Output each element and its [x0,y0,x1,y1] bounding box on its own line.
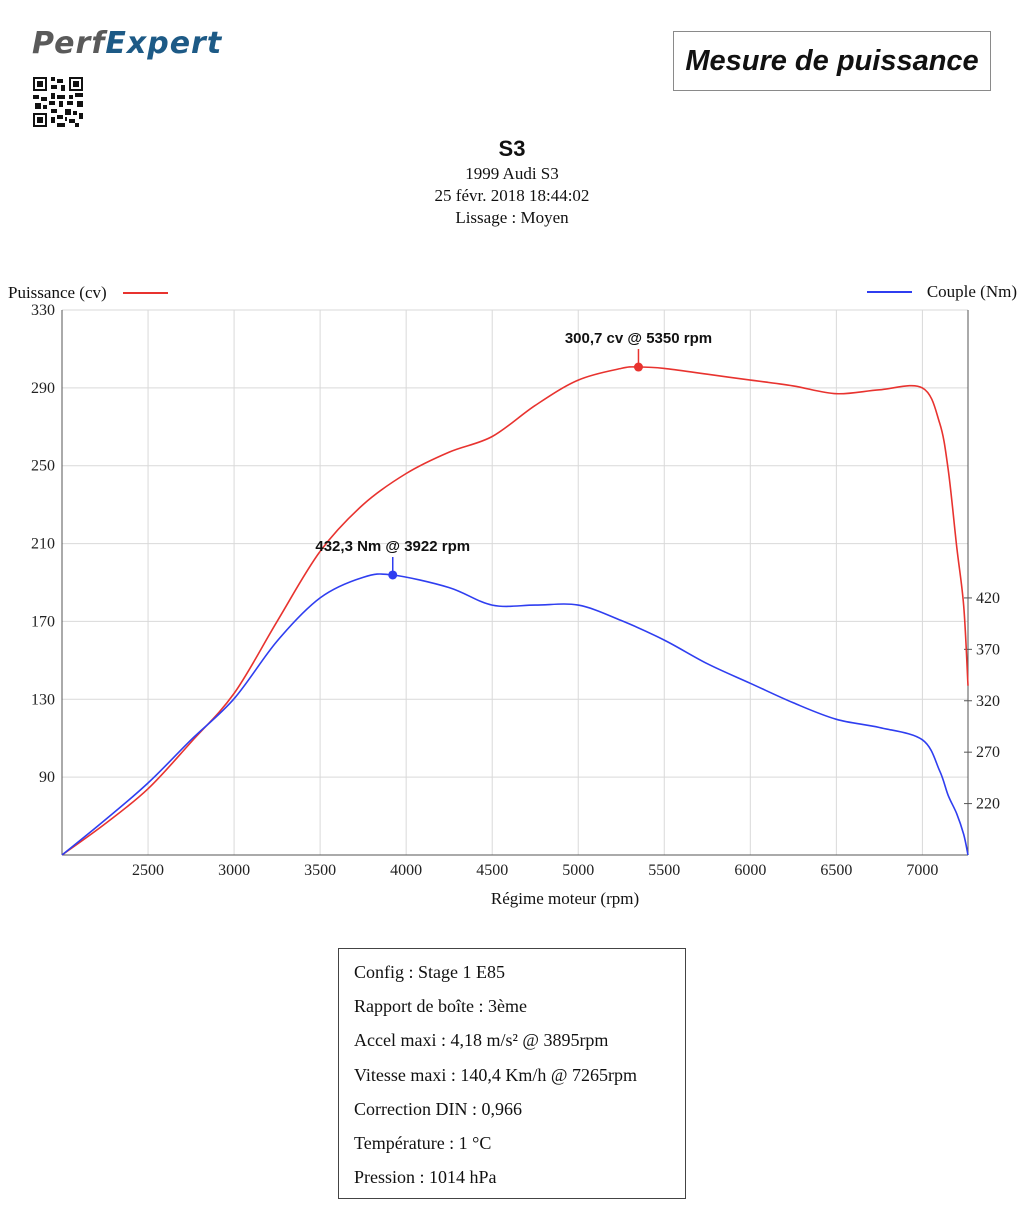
x-tick-label: 6500 [820,862,852,879]
qr-code-icon [33,77,83,127]
x-tick-label: 6000 [734,862,766,879]
vehicle-name: S3 [498,136,526,161]
run-info-box: Config : Stage 1 E85 Rapport de boîte : … [338,948,686,1199]
y-left-tick-label: 130 [31,691,55,708]
info-pressure: Pression : 1014 hPa [354,1167,497,1188]
report-title: Mesure de puissance [673,31,991,91]
y-left-tick-label: 250 [31,458,55,475]
y-left-tick-label: 330 [31,302,55,319]
logo-perf-text: Perf [32,26,106,61]
x-tick-label: 4500 [476,862,508,879]
info-correction: Correction DIN : 0,966 [354,1098,522,1119]
y-left-tick-label: 210 [31,536,55,553]
info-gear: Rapport de boîte : 3ème [354,996,527,1017]
y-left-tick-label: 90 [39,769,55,786]
vehicle-model: 1999 Audi S3 [465,164,559,183]
x-tick-label: 5500 [648,862,680,879]
legend-torque-label: Couple (Nm) [927,282,1017,301]
legend-power-label: Puissance (cv) [8,283,107,302]
x-tick-label: 5000 [562,862,594,879]
measurement-date: 25 févr. 2018 18:44:02 [434,186,590,205]
x-tick-label: 3000 [218,862,250,879]
y-right-tick-label: 220 [976,796,1000,813]
x-tick-label: 3500 [304,862,336,879]
x-tick-label: 4000 [390,862,422,879]
power-curve [61,366,969,856]
y-left-tick-label: 290 [31,380,55,397]
torque-peak-marker [388,570,398,580]
y-right-tick-label: 420 [976,590,1000,607]
y-right-tick-label: 370 [976,641,1000,658]
x-axis-label: Régime moteur (rpm) [491,889,639,908]
smoothing-label: Lissage : Moyen [455,208,569,227]
info-temperature: Température : 1 °C [354,1132,492,1153]
perfexpert-logo: PerfExpert [32,26,222,61]
power-peak-label: 300,7 cv @ 5350 rpm [565,330,712,347]
dyno-chart: 2500 3000 3500 4000 4500 5000 5500 6000 6500 7000… [8,282,1017,908]
x-tick-label: 2500 [132,862,164,879]
power-peak-marker [633,362,643,372]
info-accel: Accel maxi : 4,18 m/s² @ 3895rpm [354,1030,609,1051]
info-speed: Vitesse maxi : 140,4 Km/h @ 7265rpm [354,1064,637,1085]
y-left-tick-label: 170 [31,613,55,630]
torque-peak-label: 432,3 Nm @ 3922 rpm [315,538,470,555]
logo-expert-text: Expert [105,26,223,61]
y-right-tick-label: 320 [976,693,1000,710]
x-tick-label: 7000 [906,862,938,879]
y-right-tick-label: 270 [976,744,1000,761]
torque-curve [61,573,969,856]
info-config: Config : Stage 1 E85 [354,962,505,982]
